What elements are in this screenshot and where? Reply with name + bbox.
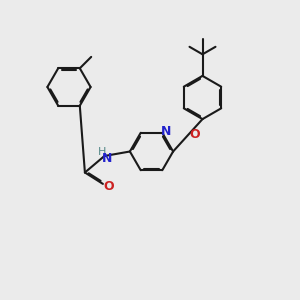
Text: N: N	[102, 152, 112, 165]
Text: O: O	[103, 180, 114, 194]
Text: H: H	[98, 147, 106, 157]
Text: N: N	[161, 125, 171, 138]
Text: O: O	[189, 128, 200, 141]
